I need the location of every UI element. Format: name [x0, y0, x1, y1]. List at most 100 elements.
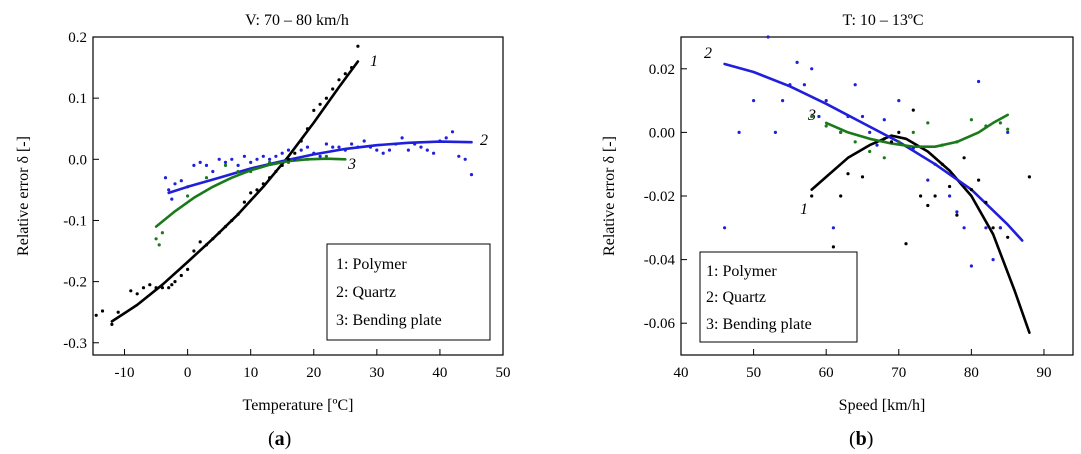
- panel-a-data-point-2: [286, 148, 291, 152]
- panel-b-data-point-3: [839, 130, 843, 134]
- panel-b-data-point-2: [955, 210, 959, 214]
- panel-a-legend-box: [326, 243, 491, 341]
- panel-b-data-point-3: [969, 118, 974, 122]
- panel-a-data-point-2: [324, 142, 328, 146]
- panel-a-data-point-3: [249, 169, 253, 174]
- panel-a-data-point-1: [299, 139, 303, 143]
- panel-a-data-point-1: [148, 283, 152, 287]
- panel-a-data-point-3: [305, 157, 310, 161]
- panel-a-data-point-1: [173, 280, 177, 284]
- panel-b-data-point-2: [752, 99, 756, 103]
- panel-b-curve-label-2: 2: [704, 45, 712, 62]
- panel-a-data-point-1: [274, 169, 278, 174]
- panel-a-data-point-2: [186, 185, 190, 189]
- panel-b-title: T: 10 – 13ºC: [842, 12, 923, 29]
- panel-a-data-point-2: [217, 157, 221, 161]
- panel-b-fit-curves: [723, 62, 1031, 334]
- panel-a-data-point-2: [198, 160, 202, 164]
- panel-a-data-point-2: [318, 154, 322, 158]
- panel-a-data-point-1: [356, 44, 360, 48]
- panel-b-data-point-1: [904, 242, 908, 246]
- panel-a-data-point-1: [255, 188, 259, 192]
- panel-b-data-point-3: [1006, 127, 1010, 131]
- panel-b-legend-item-3: 3: Bending plate: [706, 316, 812, 333]
- panel-a-data-point-2: [204, 163, 209, 167]
- panel-a-data-point-2: [444, 136, 448, 140]
- panel-a-legend: 1: Polymer 2: Quartz 3: Bending plate: [326, 243, 491, 341]
- panel-a-data-point-2: [305, 145, 310, 149]
- panel-a-data-point-2: [242, 154, 246, 158]
- panel-a-data-point-2: [192, 163, 196, 167]
- panel-b-data-point-2: [948, 194, 952, 198]
- panel-b-data-point-2: [846, 114, 850, 119]
- panel-b-fit-line-3: [824, 113, 1009, 148]
- panel-b-data-point-3: [868, 149, 872, 154]
- panel-b-data-point-1: [1027, 175, 1031, 179]
- panel-b-data-point-1: [940, 162, 944, 166]
- panel-a-data-point-2: [375, 148, 379, 152]
- panel-b-data-point-3: [940, 143, 944, 147]
- panel-a-data-point-1: [116, 310, 120, 314]
- panel-b-data-point-2: [737, 130, 741, 134]
- panel-a-data-point-3: [204, 176, 209, 180]
- panel-a-plot-frame: [92, 36, 504, 356]
- panel-a-data-point-1: [305, 127, 310, 131]
- panel-a-data-point-1: [249, 191, 253, 195]
- panel-a-data-point-2: [406, 148, 410, 152]
- panel-a-data-point-1: [135, 292, 139, 296]
- panel-b-legend-item-2: 2: Quartz: [706, 289, 766, 306]
- panel-b-data-point-2: [795, 60, 799, 64]
- panel-a-data-point-1: [100, 309, 105, 313]
- panel-a-data-point-2: [413, 142, 417, 146]
- panel-a-data-point-1: [230, 218, 234, 223]
- panel-a-data-point-2: [167, 188, 171, 192]
- panel-a-data-point-1: [217, 231, 221, 235]
- panel-a-data-point-3: [236, 169, 240, 174]
- panel-b-x-tick-label: 90: [1036, 365, 1051, 381]
- panel-a-data-point-1: [261, 182, 265, 186]
- panel-b-data-point-3: [911, 130, 915, 134]
- panel-b-data-point-2: [882, 118, 886, 122]
- panel-a-data-point-1: [268, 176, 272, 180]
- panel-b-data-point-3: [955, 140, 959, 144]
- panel-a-legend-item-3: 3: Bending plate: [336, 312, 442, 329]
- panel-a: V: 70 – 80 km/h -10 0 10 20 30 40 500.20.10.0-…: [15, 12, 511, 450]
- panel-a-data-point-1: [204, 243, 209, 247]
- panel-b-data-point-1: [810, 194, 814, 198]
- panel-a-data-point-2: [425, 148, 429, 152]
- panel-b-data-points: [723, 35, 1031, 268]
- panel-b-data-point-1: [962, 156, 966, 160]
- panel-a-data-point-2: [261, 154, 265, 158]
- panel-b-data-point-1: [882, 137, 886, 141]
- panel-b-data-point-2: [984, 226, 988, 230]
- panel-a-x-tick-label: -10: [115, 365, 135, 381]
- panel-a-data-point-2: [223, 160, 228, 164]
- panel-a-data-point-2: [299, 148, 303, 152]
- panel-b-ticks: 40 50 60 70 80 90 0.02 0.00 -0.02 -0.04 -0.06: [644, 62, 1052, 381]
- panel-b-data-point-1: [897, 130, 901, 134]
- panel-b-data-point-2: [897, 99, 901, 103]
- panel-b-data-point-2: [911, 146, 915, 150]
- panel-b-data-point-1: [831, 245, 836, 249]
- panel-a-data-point-2: [179, 179, 183, 183]
- panel-a-data-point-2: [394, 142, 398, 146]
- panel-b-data-point-2: [991, 258, 995, 262]
- panel-b-y-tick-label: -0.06: [644, 316, 676, 332]
- panel-a-x-tick-label: 40: [432, 365, 447, 381]
- panel-b-data-point-1: [933, 194, 937, 198]
- panel-a-data-point-3: [223, 163, 228, 167]
- panel-a-data-point-1: [324, 96, 328, 100]
- panel-a-data-point-2: [337, 145, 341, 149]
- panel-b-data-point-1: [839, 194, 843, 198]
- panel-b-data-point-2: [810, 67, 814, 71]
- panel-b-curve-label-3: 3: [807, 107, 816, 124]
- panel-b-data-point-3: [984, 124, 988, 128]
- panel-b-data-point-1: [926, 203, 930, 208]
- panel-a-data-point-2: [255, 157, 259, 161]
- panel-a-data-point-3: [324, 154, 328, 158]
- panel-b-y-tick-label: -0.04: [644, 253, 676, 269]
- panel-b-data-point-3: [897, 140, 901, 144]
- panel-a-legend-item-2: 2: Quartz: [336, 284, 396, 301]
- panel-a-data-point-1: [223, 225, 228, 229]
